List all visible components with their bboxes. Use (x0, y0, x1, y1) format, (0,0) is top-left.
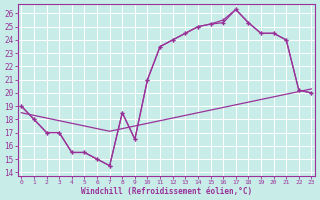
X-axis label: Windchill (Refroidissement éolien,°C): Windchill (Refroidissement éolien,°C) (81, 187, 252, 196)
